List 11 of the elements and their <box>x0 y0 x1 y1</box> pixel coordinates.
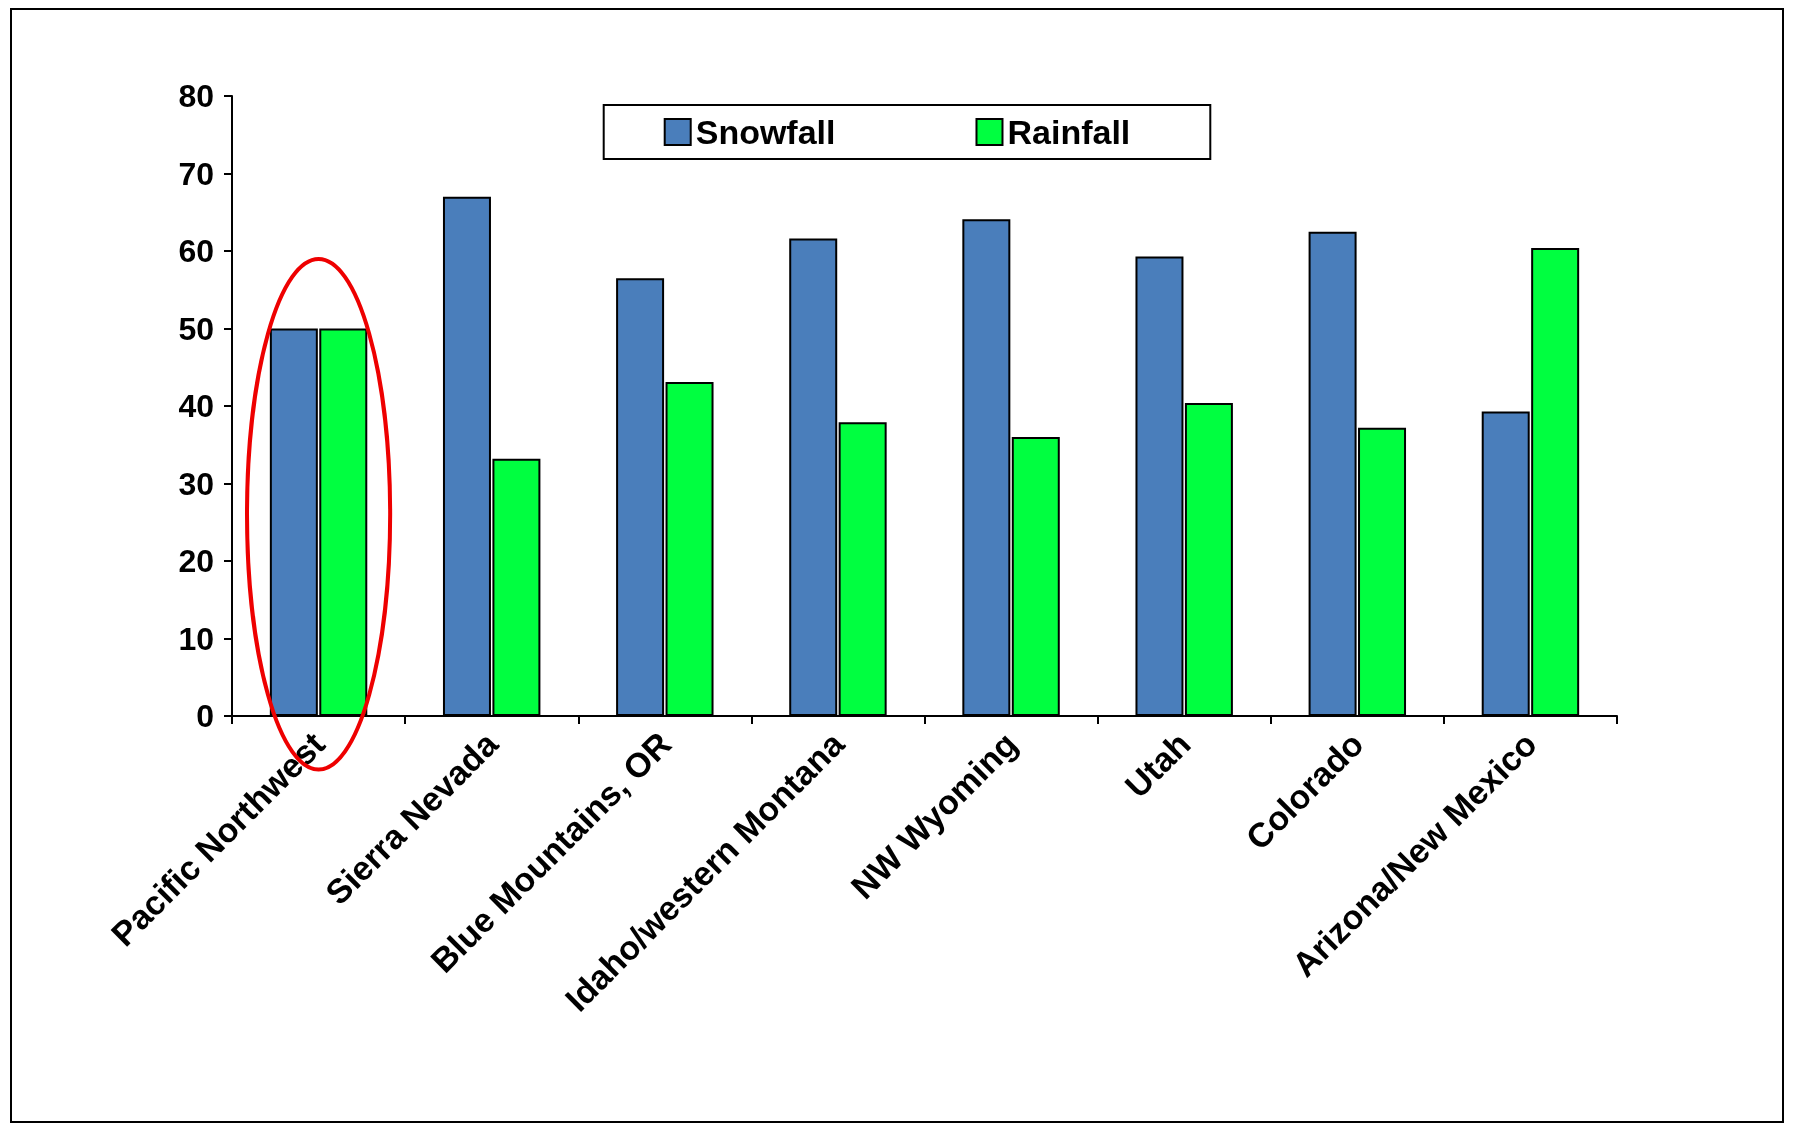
legend-label: Rainfall <box>1007 113 1131 151</box>
y-tick-label: 40 <box>178 388 214 424</box>
y-tick-label: 0 <box>196 698 214 734</box>
legend-label: Snowfall <box>695 113 836 151</box>
y-tick-label: 80 <box>178 78 214 114</box>
y-tick-label: 30 <box>178 465 214 502</box>
y-tick-label: 60 <box>178 233 214 269</box>
y-tick-label: 50 <box>178 310 214 347</box>
y-tick-label: 10 <box>178 620 214 657</box>
y-tick-label: 70 <box>178 155 214 192</box>
y-tick-label: 20 <box>178 543 214 579</box>
